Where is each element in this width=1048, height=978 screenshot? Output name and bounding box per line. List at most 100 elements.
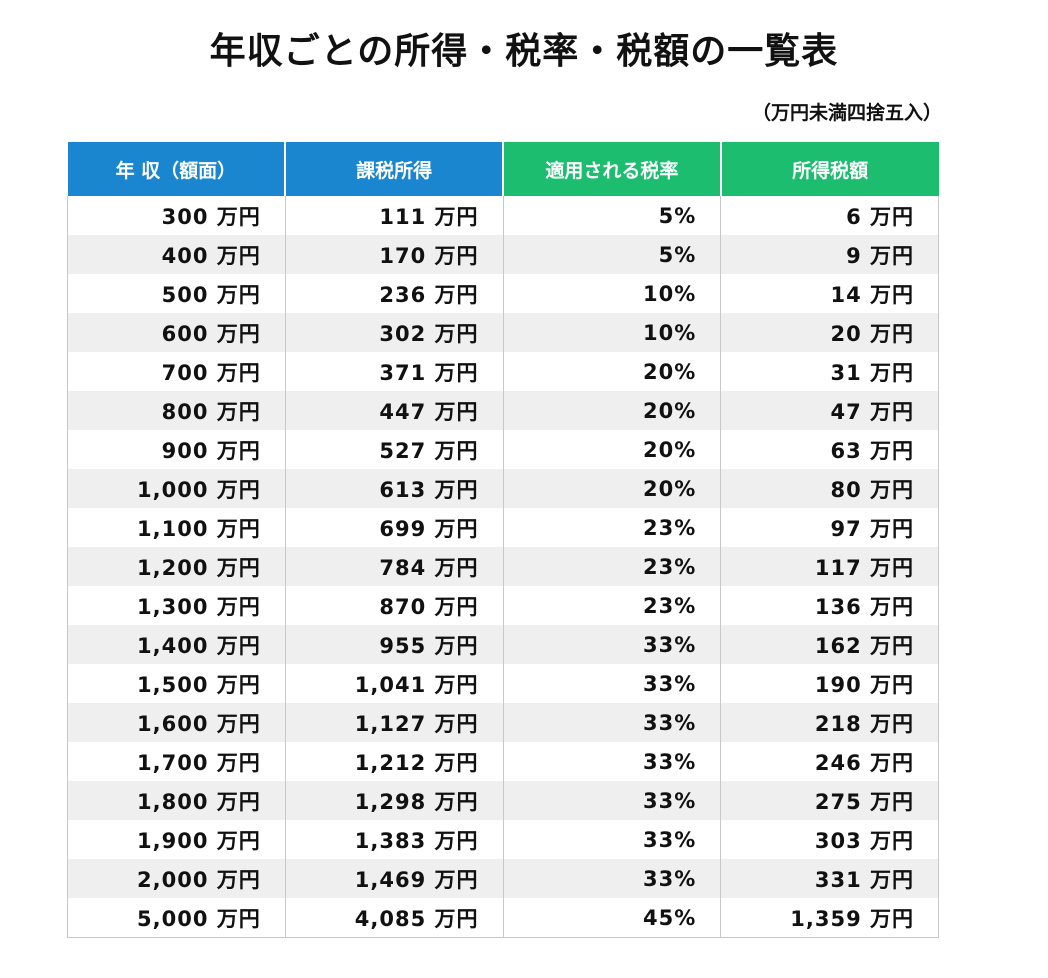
- annual-income-cell: 500 万円: [67, 274, 286, 313]
- header-tax-amount: 所得税額: [719, 142, 939, 196]
- taxable-income-cell: 1,212 万円: [284, 742, 504, 781]
- annual-income-cell: 2,000 万円: [67, 859, 286, 898]
- tax-rate-cell: 33%: [502, 742, 722, 781]
- table-row: 600 万円 302 万円 10% 20 万円: [67, 313, 939, 352]
- tax-amount-cell: 14 万円: [720, 274, 939, 313]
- taxable-income-cell: 784 万円: [284, 547, 504, 586]
- taxable-income-cell: 527 万円: [284, 430, 504, 469]
- table-row: 900 万円 527 万円 20% 63 万円: [67, 430, 939, 469]
- table-row: 1,600 万円 1,127 万円 33% 218 万円: [67, 703, 939, 742]
- header-annual-income: 年 収（額面）: [67, 142, 286, 196]
- taxable-income-cell: 371 万円: [284, 352, 504, 391]
- annual-income-cell: 1,400 万円: [67, 625, 286, 664]
- tax-rate-cell: 33%: [502, 703, 722, 742]
- tax-rate-cell: 20%: [502, 430, 722, 469]
- table-row: 1,200 万円 784 万円 23% 117 万円: [67, 547, 939, 586]
- taxable-income-cell: 1,469 万円: [284, 859, 504, 898]
- tax-rate-cell: 33%: [502, 820, 722, 859]
- tax-rate-cell: 23%: [502, 547, 722, 586]
- annual-income-cell: 1,500 万円: [67, 664, 286, 703]
- annual-income-cell: 800 万円: [67, 391, 286, 430]
- tax-amount-cell: 20 万円: [720, 313, 939, 352]
- header-row: 年 収（額面） 課税所得 適用される税率 所得税額: [67, 142, 939, 196]
- taxable-income-cell: 1,298 万円: [284, 781, 504, 820]
- annual-income-cell: 1,900 万円: [67, 820, 286, 859]
- tax-amount-cell: 218 万円: [720, 703, 939, 742]
- tax-amount-cell: 136 万円: [720, 586, 939, 625]
- tax-amount-cell: 303 万円: [720, 820, 939, 859]
- table-row: 1,300 万円 870 万円 23% 136 万円: [67, 586, 939, 625]
- taxable-income-cell: 613 万円: [284, 469, 504, 508]
- tax-table: 年 収（額面） 課税所得 適用される税率 所得税額 300 万円 111 万円 5%…: [67, 142, 939, 938]
- table-row: 400 万円 170 万円 5% 9 万円: [67, 235, 939, 274]
- taxable-income-cell: 1,383 万円: [284, 820, 504, 859]
- tax-rate-cell: 23%: [502, 586, 722, 625]
- taxable-income-cell: 699 万円: [284, 508, 504, 547]
- tax-rate-cell: 5%: [502, 196, 722, 235]
- annual-income-cell: 700 万円: [67, 352, 286, 391]
- tax-amount-cell: 47 万円: [720, 391, 939, 430]
- taxable-income-cell: 4,085 万円: [284, 898, 504, 938]
- tax-amount-cell: 246 万円: [720, 742, 939, 781]
- tax-amount-cell: 117 万円: [720, 547, 939, 586]
- annual-income-cell: 300 万円: [67, 196, 286, 235]
- header-tax-rate: 適用される税率: [502, 142, 721, 196]
- tax-amount-cell: 162 万円: [720, 625, 939, 664]
- tax-rate-cell: 10%: [502, 313, 722, 352]
- table-row: 1,000 万円 613 万円 20% 80 万円: [67, 469, 939, 508]
- table-row: 1,700 万円 1,212 万円 33% 246 万円: [67, 742, 939, 781]
- tax-rate-cell: 33%: [502, 781, 722, 820]
- table-row: 2,000 万円 1,469 万円 33% 331 万円: [67, 859, 939, 898]
- tax-rate-cell: 20%: [502, 352, 722, 391]
- taxable-income-cell: 447 万円: [284, 391, 504, 430]
- tax-rate-cell: 23%: [502, 508, 722, 547]
- taxable-income-cell: 111 万円: [284, 196, 504, 235]
- tax-rate-cell: 33%: [502, 625, 722, 664]
- annual-income-cell: 600 万円: [67, 313, 286, 352]
- annual-income-cell: 5,000 万円: [67, 898, 286, 938]
- annual-income-cell: 1,100 万円: [67, 508, 286, 547]
- table-row: 500 万円 236 万円 10% 14 万円: [67, 274, 939, 313]
- tax-amount-cell: 9 万円: [720, 235, 939, 274]
- annual-income-cell: 900 万円: [67, 430, 286, 469]
- header-taxable-income: 課税所得: [284, 142, 503, 196]
- taxable-income-cell: 870 万円: [284, 586, 504, 625]
- tax-rate-cell: 33%: [502, 664, 722, 703]
- annual-income-cell: 1,200 万円: [67, 547, 286, 586]
- annual-income-cell: 1,600 万円: [67, 703, 286, 742]
- taxable-income-cell: 1,127 万円: [284, 703, 504, 742]
- page-title: 年収ごとの所得・税率・税額の一覧表: [209, 31, 839, 72]
- tax-rate-cell: 33%: [502, 859, 722, 898]
- rounding-note: （万円未満四捨五入）: [751, 102, 942, 124]
- tax-rate-cell: 20%: [502, 391, 722, 430]
- annual-income-cell: 1,800 万円: [67, 781, 286, 820]
- tax-rate-cell: 20%: [502, 469, 722, 508]
- tax-amount-cell: 80 万円: [720, 469, 939, 508]
- taxable-income-cell: 170 万円: [284, 235, 504, 274]
- tax-rate-cell: 45%: [502, 898, 722, 938]
- tax-amount-cell: 63 万円: [720, 430, 939, 469]
- tax-amount-cell: 275 万円: [720, 781, 939, 820]
- taxable-income-cell: 1,041 万円: [284, 664, 504, 703]
- table-row: 1,500 万円 1,041 万円 33% 190 万円: [67, 664, 939, 703]
- tax-amount-cell: 31 万円: [720, 352, 939, 391]
- tax-amount-cell: 6 万円: [720, 196, 939, 235]
- taxable-income-cell: 236 万円: [284, 274, 504, 313]
- tax-amount-cell: 97 万円: [720, 508, 939, 547]
- annual-income-cell: 1,700 万円: [67, 742, 286, 781]
- table-row: 1,100 万円 699 万円 23% 97 万円: [67, 508, 939, 547]
- table-row: 800 万円 447 万円 20% 47 万円: [67, 391, 939, 430]
- tax-rate-cell: 10%: [502, 274, 722, 313]
- table-row: 1,800 万円 1,298 万円 33% 275 万円: [67, 781, 939, 820]
- table-row: 700 万円 371 万円 20% 31 万円: [67, 352, 939, 391]
- tax-amount-cell: 331 万円: [720, 859, 939, 898]
- table-row: 300 万円 111 万円 5% 6 万円: [67, 196, 939, 235]
- tax-rate-cell: 5%: [502, 235, 722, 274]
- table-body: 300 万円 111 万円 5% 6 万円 400 万円 170 万円 5% 9 万円 500 …: [67, 196, 939, 938]
- taxable-income-cell: 302 万円: [284, 313, 504, 352]
- tax-amount-cell: 190 万円: [720, 664, 939, 703]
- annual-income-cell: 400 万円: [67, 235, 286, 274]
- table-row: 1,900 万円 1,383 万円 33% 303 万円: [67, 820, 939, 859]
- table-row: 1,400 万円 955 万円 33% 162 万円: [67, 625, 939, 664]
- annual-income-cell: 1,300 万円: [67, 586, 286, 625]
